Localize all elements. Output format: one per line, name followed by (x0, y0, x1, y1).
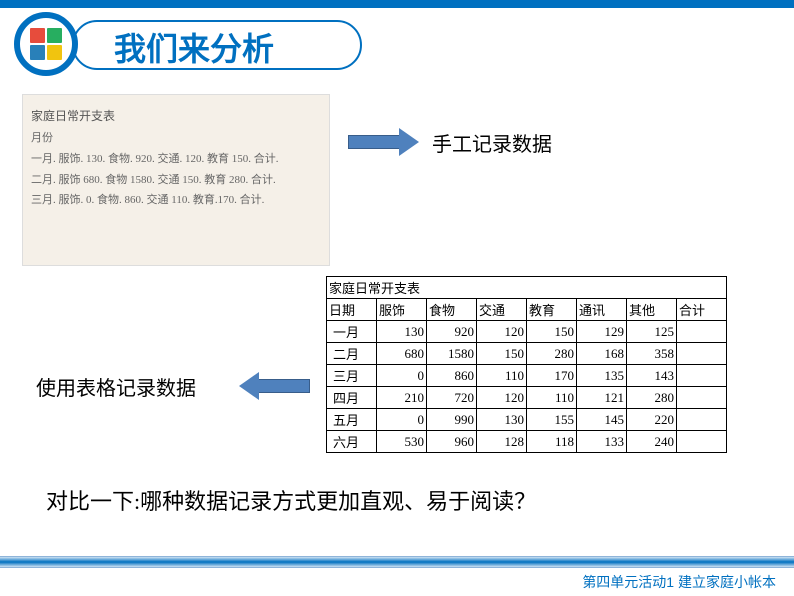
table-cell: 110 (527, 387, 577, 409)
table-cell: 130 (477, 409, 527, 431)
table-cell: 170 (527, 365, 577, 387)
table-cell: 150 (477, 343, 527, 365)
comparison-question: 对比一下:哪种数据记录方式更加直观、易于阅读？ (46, 484, 536, 516)
table-cell: 0 (377, 409, 427, 431)
windows-icon (30, 28, 62, 60)
table-cell: 220 (627, 409, 677, 431)
table-cell: 129 (577, 321, 627, 343)
expense-table: 家庭日常开支表 日期 服饰 食物 交通 教育 通讯 其他 合计 一月130920… (326, 276, 727, 453)
hw-line: 一月. 服饰. 130. 食物. 920. 交通. 120. 教育 150. 合… (31, 149, 321, 170)
table-cell: 920 (427, 321, 477, 343)
table-cell: 960 (427, 431, 477, 453)
table-cell: 990 (427, 409, 477, 431)
table-cell: 1580 (427, 343, 477, 365)
table-cell: 0 (377, 365, 427, 387)
table-cell: 一月 (327, 321, 377, 343)
hw-heading: 家庭日常开支表 (31, 105, 321, 128)
logo-circle (14, 12, 78, 76)
col-header: 教育 (527, 299, 577, 321)
table-cell: 120 (477, 387, 527, 409)
table-cell: 五月 (327, 409, 377, 431)
table-cell: 125 (627, 321, 677, 343)
label-table-data: 使用表格记录数据 (36, 372, 196, 401)
col-header: 服饰 (377, 299, 427, 321)
table-cell (677, 343, 727, 365)
table-cell: 680 (377, 343, 427, 365)
handwritten-note-image: 家庭日常开支表 月份 一月. 服饰. 130. 食物. 920. 交通. 120… (22, 94, 330, 266)
col-header: 日期 (327, 299, 377, 321)
table-row: 二月6801580150280168358 (327, 343, 727, 365)
col-header: 其他 (627, 299, 677, 321)
bottom-accent-bar (0, 556, 794, 568)
table-cell: 210 (377, 387, 427, 409)
table-cell: 二月 (327, 343, 377, 365)
col-header: 食物 (427, 299, 477, 321)
label-manual-data: 手工记录数据 (432, 128, 552, 157)
table-cell: 150 (527, 321, 577, 343)
hw-sub: 月份 (31, 128, 321, 149)
table-row: 六月530960128118133240 (327, 431, 727, 453)
table-cell (677, 387, 727, 409)
table-cell (677, 321, 727, 343)
table-cell: 128 (477, 431, 527, 453)
table-cell: 121 (577, 387, 627, 409)
slide-title: 我们来分析 (114, 24, 274, 70)
table-cell: 143 (627, 365, 677, 387)
table-cell: 358 (627, 343, 677, 365)
table-cell: 280 (527, 343, 577, 365)
table-cell: 120 (477, 321, 527, 343)
table-cell (677, 431, 727, 453)
table-cell (677, 409, 727, 431)
table-cell: 720 (427, 387, 477, 409)
table-cell: 三月 (327, 365, 377, 387)
table-cell (677, 365, 727, 387)
top-accent-bar (0, 0, 794, 8)
table-cell: 240 (627, 431, 677, 453)
col-header: 通讯 (577, 299, 627, 321)
table-cell: 135 (577, 365, 627, 387)
hw-line: 三月. 服饰. 0. 食物. 860. 交通 110. 教育.170. 合计. (31, 190, 321, 211)
table-cell: 133 (577, 431, 627, 453)
table-header-row: 日期 服饰 食物 交通 教育 通讯 其他 合计 (327, 299, 727, 321)
table-cell: 860 (427, 365, 477, 387)
col-header: 合计 (677, 299, 727, 321)
table-row: 一月130920120150129125 (327, 321, 727, 343)
table-cell: 110 (477, 365, 527, 387)
table-row: 三月0860110170135143 (327, 365, 727, 387)
table-cell: 130 (377, 321, 427, 343)
table-cell: 118 (527, 431, 577, 453)
col-header: 交通 (477, 299, 527, 321)
table-cell: 145 (577, 409, 627, 431)
table-cell: 四月 (327, 387, 377, 409)
arrow-left-icon (238, 372, 310, 400)
table-caption: 家庭日常开支表 (327, 277, 727, 299)
table-cell: 155 (527, 409, 577, 431)
table-cell: 六月 (327, 431, 377, 453)
arrow-right-icon (348, 128, 420, 156)
footer-text: 第四单元活动1 建立家庭小帐本 (582, 572, 776, 592)
table-cell: 280 (627, 387, 677, 409)
table-cell: 530 (377, 431, 427, 453)
table-cell: 168 (577, 343, 627, 365)
table-row: 五月0990130155145220 (327, 409, 727, 431)
hw-line: 二月. 服饰 680. 食物 1580. 交通 150. 教育 280. 合计. (31, 170, 321, 191)
table-row: 四月210720120110121280 (327, 387, 727, 409)
